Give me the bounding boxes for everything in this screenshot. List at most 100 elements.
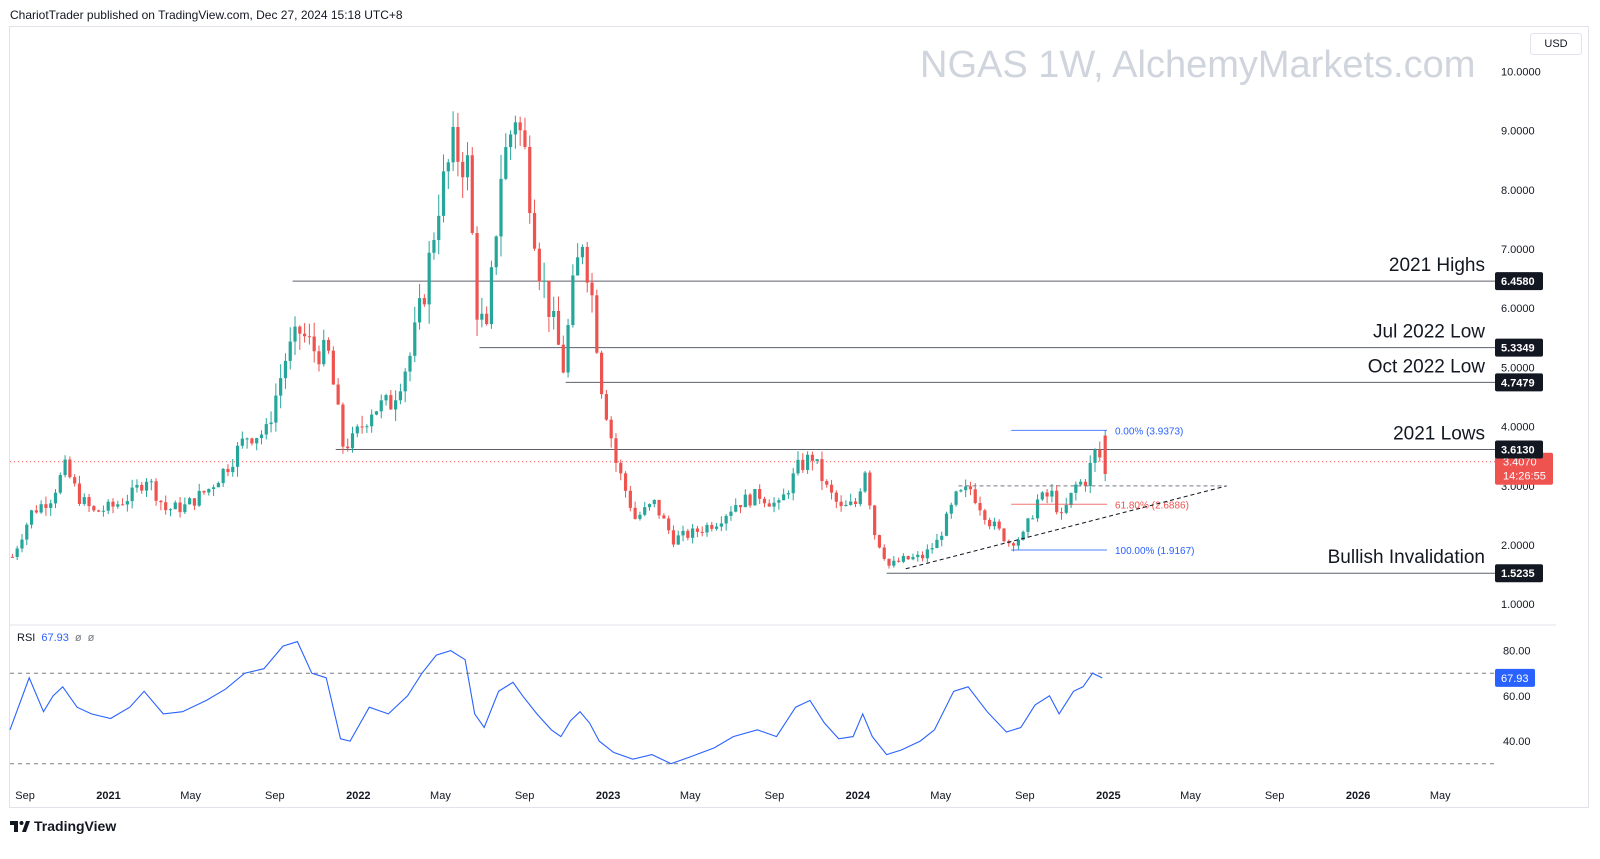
candle-body: [63, 459, 67, 476]
time-tick-label: Sep: [1015, 790, 1035, 802]
candle-body: [719, 523, 723, 527]
candle-body: [600, 352, 604, 395]
currency-selector[interactable]: USD: [1530, 33, 1582, 55]
candle-body: [1002, 528, 1006, 542]
candle-body: [106, 501, 110, 511]
candle-body: [609, 419, 613, 439]
rsi-value: 67.93: [41, 632, 69, 644]
level-price-badge: [1495, 440, 1543, 459]
candle-body: [398, 391, 403, 401]
rsi-pane: 40.00 60.00 80.00 67.93: [9, 640, 1535, 765]
candle-body: [1083, 481, 1088, 486]
candle-body: [207, 488, 211, 493]
candle-body: [897, 560, 901, 562]
current-price-label: 3.4070: [1503, 457, 1537, 469]
fib-level-label: 61.80% (2.6886): [1115, 500, 1189, 511]
candle-body: [231, 466, 235, 473]
candle-body: [264, 424, 268, 435]
candle-body: [49, 503, 53, 508]
candle-body: [1059, 512, 1064, 514]
candle-body: [882, 547, 886, 559]
level-price-label: 4.7479: [1501, 377, 1535, 389]
candle-body: [211, 487, 216, 489]
price-tick-label: 8.0000: [1501, 185, 1535, 197]
time-tick-label: 2025: [1096, 790, 1120, 802]
candle-body: [997, 521, 1001, 529]
candle-body: [983, 510, 987, 520]
candle-body: [537, 248, 541, 282]
candle-body: [729, 511, 733, 516]
candle-body: [178, 502, 182, 513]
candle-body: [135, 484, 139, 488]
candle-body: [312, 336, 316, 352]
candle-body: [245, 438, 249, 440]
candle-body: [298, 326, 302, 334]
price-tick-label: 10.0000: [1501, 66, 1541, 78]
candle-body: [576, 257, 580, 276]
candle-body: [753, 489, 757, 506]
time-axis: Sep 2021 May Sep 2022 May Sep 2023 May Sep 2024 May…: [15, 790, 1451, 802]
candle-body: [346, 446, 350, 449]
candle-body: [77, 483, 82, 504]
candle-body: [748, 494, 752, 506]
candle-body: [873, 505, 877, 536]
candle-body: [901, 556, 905, 562]
candle-body: [1016, 539, 1020, 546]
candle-body: [461, 161, 465, 178]
candle-body: [1031, 518, 1035, 520]
candle-body: [58, 475, 62, 493]
candle-body: [518, 122, 522, 131]
candle-body: [489, 267, 494, 325]
candle-body: [839, 501, 843, 507]
candle-body: [92, 506, 96, 511]
rising-trendline: [905, 485, 1227, 570]
level-price-badge: [1495, 338, 1543, 357]
time-tick-label: Sep: [765, 790, 785, 802]
candle-body: [954, 491, 958, 505]
candle-body: [863, 472, 867, 492]
candle-body: [350, 433, 355, 449]
candle-body: [188, 498, 192, 505]
candle-body: [619, 462, 623, 474]
candle-body: [762, 498, 767, 504]
candle-body: [930, 548, 934, 550]
candle-body: [767, 503, 771, 507]
rsi-value-badge: [1495, 668, 1535, 687]
candle-body: [964, 486, 968, 491]
candle-body: [638, 514, 642, 519]
candle-body: [164, 502, 168, 511]
tradingview-footer[interactable]: TradingView: [10, 818, 116, 834]
candle-body: [317, 351, 321, 365]
candle-body: [441, 171, 446, 216]
candle-body: [566, 325, 570, 373]
candle-body: [643, 507, 647, 515]
candle-body: [25, 524, 29, 540]
candle-body: [920, 554, 925, 559]
candle-body: [935, 539, 939, 549]
time-tick-label: 2022: [346, 790, 370, 802]
candle-body: [39, 504, 43, 513]
candle-body: [279, 378, 283, 396]
candle-body: [403, 371, 407, 392]
level-name: Jul 2022 Low: [1373, 322, 1485, 343]
candle-body: [700, 531, 704, 533]
candle-body: [226, 468, 230, 473]
candle-body: [1093, 449, 1097, 463]
candlestick-series: [10, 111, 1107, 569]
candle-body: [547, 280, 551, 317]
candle-body: [686, 530, 690, 538]
candle-body: [580, 246, 585, 258]
candle-body: [786, 493, 791, 495]
time-tick-label: May: [1180, 790, 1201, 802]
candle-body: [10, 556, 14, 558]
candle-body: [216, 483, 220, 488]
trendlines: [905, 485, 1227, 570]
candle-body: [149, 481, 153, 483]
candle-body: [341, 404, 345, 447]
candle-body: [274, 395, 278, 423]
level-price-badge: [1495, 272, 1543, 291]
candle-body: [628, 490, 632, 508]
candle-body: [805, 454, 810, 470]
candle-body: [365, 426, 369, 428]
